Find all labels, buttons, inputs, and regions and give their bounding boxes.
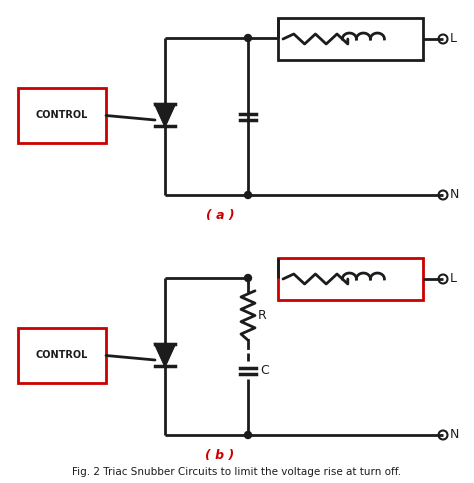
Bar xyxy=(18,88,106,143)
Text: R: R xyxy=(258,309,267,322)
Text: ( b ): ( b ) xyxy=(205,449,235,461)
Bar xyxy=(278,18,423,60)
Bar xyxy=(18,328,106,383)
Text: CONTROL: CONTROL xyxy=(36,351,88,360)
Text: L: L xyxy=(450,32,457,45)
Bar xyxy=(278,258,423,300)
Text: ( a ): ( a ) xyxy=(206,209,234,222)
Circle shape xyxy=(245,431,252,439)
Circle shape xyxy=(245,274,252,282)
Text: N: N xyxy=(450,428,459,441)
Circle shape xyxy=(245,191,252,199)
Polygon shape xyxy=(155,104,175,126)
Text: CONTROL: CONTROL xyxy=(36,111,88,120)
Text: C: C xyxy=(260,365,269,378)
Polygon shape xyxy=(155,344,175,366)
Text: Fig. 2 Triac Snubber Circuits to limit the voltage rise at turn off.: Fig. 2 Triac Snubber Circuits to limit t… xyxy=(73,467,401,477)
Text: L: L xyxy=(450,272,457,285)
Circle shape xyxy=(245,34,252,42)
Text: N: N xyxy=(450,188,459,201)
